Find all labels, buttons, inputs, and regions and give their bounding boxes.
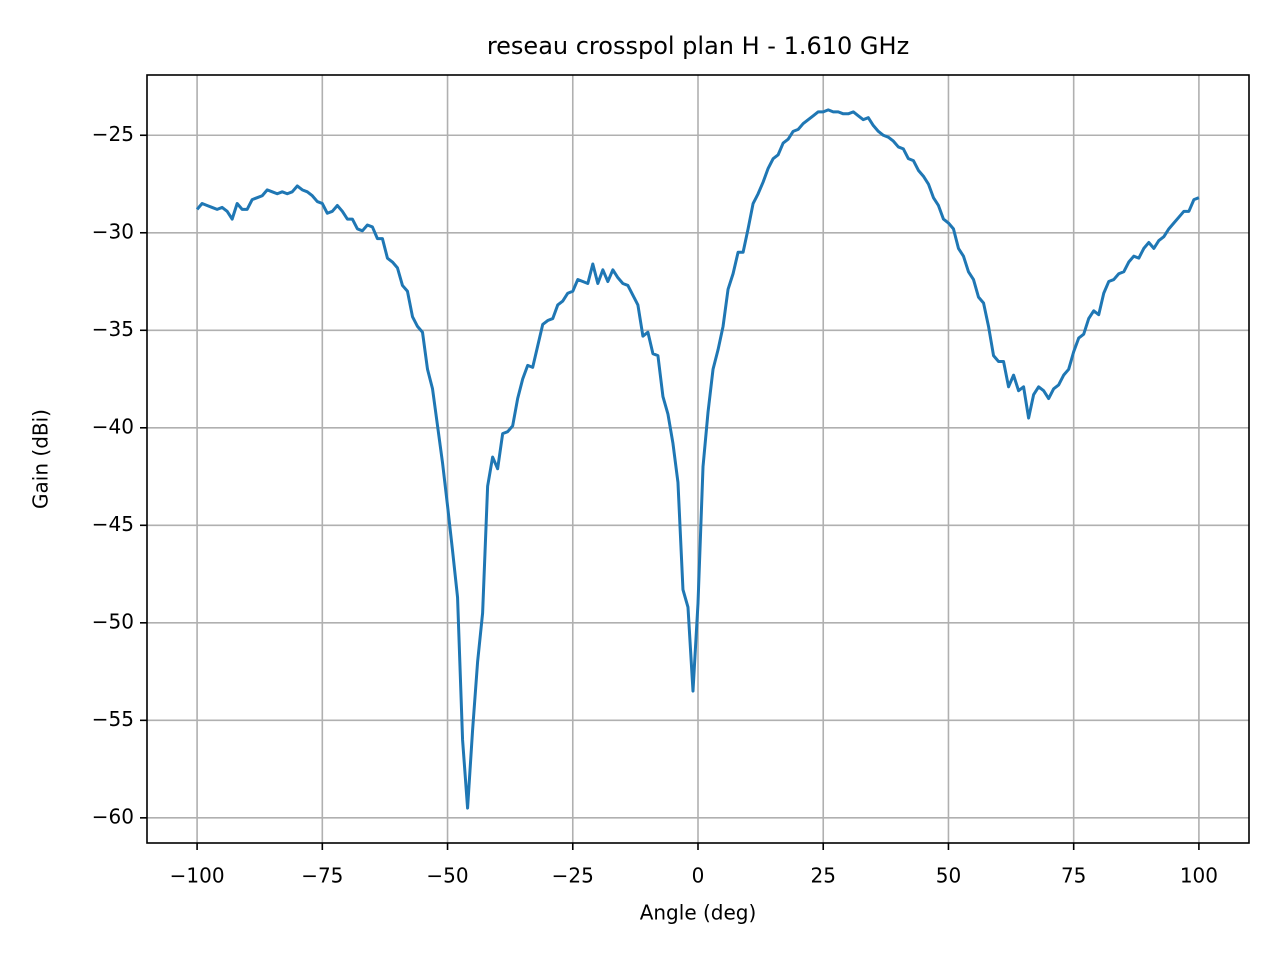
x-tick-label: 75	[1061, 864, 1086, 888]
y-tick-label: −50	[92, 609, 134, 633]
y-tick-label: −25	[92, 122, 134, 146]
axes-frame	[146, 74, 1250, 844]
y-tick-label: −45	[92, 512, 134, 536]
x-tick-label: 0	[692, 864, 705, 888]
y-tick-label: −40	[92, 414, 134, 438]
chart-title: reseau crosspol plan H - 1.610 GHz	[487, 32, 909, 60]
x-axis-label: Angle (deg)	[640, 901, 757, 925]
x-tick-label: −50	[426, 864, 468, 888]
x-tick-label: 100	[1180, 864, 1218, 888]
x-tick-label: −75	[301, 864, 343, 888]
x-tick-label: 50	[936, 864, 961, 888]
y-tick-label: −60	[92, 804, 134, 828]
x-tick-label: 25	[811, 864, 836, 888]
y-axis-label: Gain (dBi)	[29, 409, 53, 509]
y-tick-label: −55	[92, 707, 134, 731]
x-tick-label: −25	[552, 864, 594, 888]
x-tick-label: −100	[170, 864, 225, 888]
data-line	[195, 108, 1200, 810]
y-tick-label: −35	[92, 317, 134, 341]
y-tick-label: −30	[92, 219, 134, 243]
